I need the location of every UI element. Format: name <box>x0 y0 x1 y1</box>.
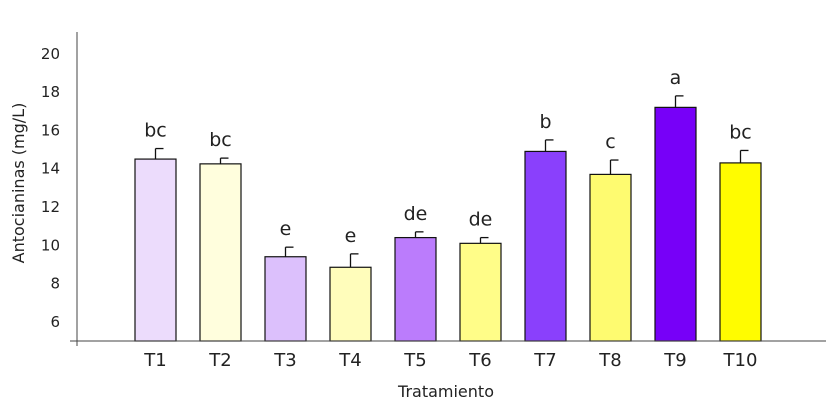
significance-label: e <box>345 225 357 247</box>
bar-t9 <box>654 106 697 342</box>
y-tick-label: 10 <box>41 236 60 254</box>
x-tick-label: T6 <box>468 350 491 371</box>
x-tick-label: T1 <box>143 350 166 371</box>
significance-label: c <box>605 131 615 153</box>
y-tick-label: 20 <box>41 45 60 63</box>
y-tick-label: 16 <box>41 121 60 139</box>
bar-t7 <box>524 150 567 342</box>
significance-label: de <box>404 203 428 225</box>
x-tick-label: T2 <box>208 350 231 371</box>
significance-label: e <box>280 218 292 240</box>
significance-label: de <box>469 209 493 231</box>
significance-label: bc <box>144 120 167 142</box>
bar-t10 <box>719 162 762 342</box>
x-tick-label: T9 <box>663 350 686 371</box>
bar-t6 <box>459 242 502 342</box>
x-tick-label: T8 <box>598 350 621 371</box>
x-tick-label: T3 <box>273 350 296 371</box>
bar-t4 <box>329 266 372 342</box>
bar-t1 <box>134 158 177 342</box>
significance-label: a <box>670 67 682 89</box>
bar-t8 <box>589 173 632 342</box>
y-tick-label: 12 <box>41 198 60 216</box>
bar-t3 <box>264 256 307 342</box>
x-tick-label: T10 <box>723 350 758 371</box>
y-tick-label: 14 <box>41 160 60 178</box>
x-tick-label: T5 <box>403 350 426 371</box>
y-axis: 6 8 10 12 14 16 18 20 <box>41 32 78 346</box>
bar-t2 <box>199 163 242 342</box>
x-axis-title: Tratamiento <box>397 382 494 401</box>
significance-label: b <box>539 111 551 133</box>
y-tick-label: 8 <box>50 275 60 293</box>
y-axis-title: Antocianinas (mg/L) <box>9 103 28 264</box>
x-axis: T1 T2 T3 T4 T5 T6 T7 T8 T9 T10 <box>70 340 826 371</box>
x-tick-label: T4 <box>338 350 361 371</box>
y-tick-label: 6 <box>50 313 60 331</box>
y-tick-label: 18 <box>41 83 60 101</box>
x-tick-label: T7 <box>533 350 556 371</box>
bar-t5 <box>394 236 437 342</box>
significance-label: bc <box>729 121 752 143</box>
significance-label: bc <box>209 129 232 151</box>
